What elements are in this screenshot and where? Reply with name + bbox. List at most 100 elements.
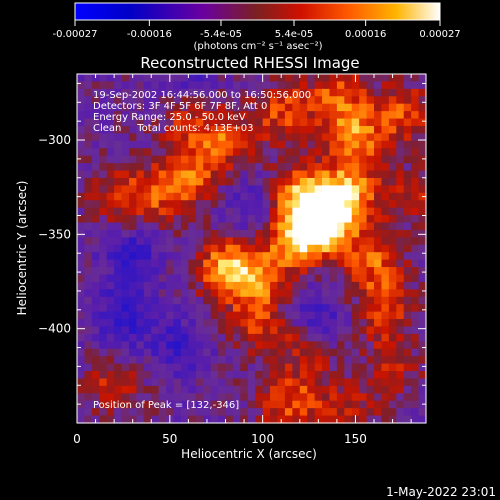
heatmap-cell [374, 341, 383, 350]
heatmap-cell [77, 237, 86, 246]
heatmap-cell [128, 118, 138, 127]
heatmap-cell [388, 326, 397, 335]
heatmap-cell [418, 252, 427, 261]
heatmap-cell [270, 74, 279, 83]
heatmap-cell [195, 289, 204, 298]
heatmap-cell [255, 215, 264, 224]
heatmap-cell [84, 81, 93, 90]
heatmap-cell [403, 408, 412, 417]
heatmap-cell [173, 207, 182, 216]
heatmap-cell [307, 237, 316, 246]
heatmap-cell [151, 155, 160, 164]
heatmap-cell [299, 371, 308, 380]
colorbar-tick-label: -5.4e-05 [200, 29, 242, 40]
heatmap-cell [396, 185, 405, 194]
heatmap-cell [114, 229, 123, 238]
heatmap-cell [299, 289, 308, 298]
heatmap-cell [366, 177, 375, 186]
heatmap-cell [203, 289, 212, 298]
heatmap-cell [366, 207, 375, 216]
heatmap-cell [195, 155, 204, 164]
heatmap-cell [359, 385, 368, 394]
heatmap-cell [403, 192, 412, 201]
heatmap-cell [210, 125, 219, 135]
heatmap-cell [166, 252, 175, 261]
heatmap-cell [366, 393, 375, 402]
heatmap-cell [255, 311, 264, 320]
heatmap-cell [344, 363, 353, 372]
heatmap-cell [232, 259, 241, 268]
heatmap-cell [218, 296, 227, 305]
heatmap-cell [388, 341, 397, 350]
heatmap-cell [166, 88, 175, 97]
heatmap-cell [381, 296, 390, 305]
heatmap-cell [396, 400, 405, 409]
heatmap-cell [188, 289, 197, 298]
heatmap-cell [403, 348, 412, 357]
heatmap-cell [99, 252, 108, 261]
heatmap-cell [77, 81, 86, 90]
heatmap-cell [418, 74, 427, 83]
heatmap-cell [128, 378, 138, 387]
heatmap-cell [329, 237, 338, 246]
heatmap-cell [151, 118, 160, 127]
heatmap-cell [388, 289, 397, 298]
heatmap-cell [136, 326, 145, 335]
heatmap-cell [270, 371, 279, 380]
heatmap-cell [84, 363, 93, 372]
heatmap-cell [270, 333, 279, 342]
heatmap-cell [329, 378, 338, 387]
heatmap-cell [136, 296, 145, 305]
heatmap-cell [247, 244, 256, 253]
heatmap-cell [329, 341, 338, 350]
heatmap-cell [128, 319, 138, 328]
heatmap-cell [359, 371, 368, 380]
heatmap-cell [344, 200, 353, 209]
heatmap-cell [218, 371, 227, 380]
heatmap-cell [151, 400, 160, 409]
heatmap-cell [329, 200, 338, 209]
heatmap-cell [262, 185, 271, 194]
heatmap-cell [106, 281, 115, 290]
heatmap-cell [262, 155, 271, 164]
heatmap-cell [166, 200, 175, 209]
heatmap-cell [136, 148, 145, 157]
heatmap-cell [180, 222, 189, 231]
heatmap-cell [232, 371, 241, 380]
heatmap-cell [99, 274, 108, 283]
heatmap-cell [188, 200, 197, 209]
heatmap-cell [203, 363, 212, 372]
heatmap-cell [314, 304, 323, 313]
heatmap-cell [195, 267, 204, 276]
heatmap-cell [158, 267, 167, 276]
heatmap-cell [284, 415, 293, 424]
heatmap-cell [218, 356, 227, 365]
heatmap-cell [173, 259, 182, 268]
heatmap-cell [255, 177, 264, 186]
heatmap-cell [418, 244, 427, 253]
heatmap-cell [232, 74, 241, 83]
heatmap-cell [284, 229, 293, 238]
heatmap-cell [84, 304, 93, 313]
heatmap-cell [284, 385, 293, 394]
heatmap-cell [307, 185, 316, 194]
heatmap-cell [128, 385, 138, 394]
heatmap-cell [262, 378, 271, 387]
heatmap-cell [336, 222, 345, 231]
heatmap-cell [314, 371, 323, 380]
heatmap-cell [195, 244, 204, 253]
heatmap-cell [203, 185, 212, 194]
heatmap-cell [173, 215, 182, 224]
heatmap-cell [284, 296, 293, 305]
y-tick-label: −400 [38, 322, 71, 336]
heatmap-cell [396, 267, 405, 276]
heatmap-cell [128, 326, 138, 335]
heatmap-cell [255, 281, 264, 290]
heatmap-cell [225, 311, 234, 320]
heatmap-cell [91, 155, 100, 164]
heatmap-cell [351, 111, 360, 120]
heatmap-cell [411, 125, 420, 135]
heatmap-cell [121, 326, 130, 335]
heatmap-cell [314, 356, 323, 365]
heatmap-cell [99, 415, 108, 424]
